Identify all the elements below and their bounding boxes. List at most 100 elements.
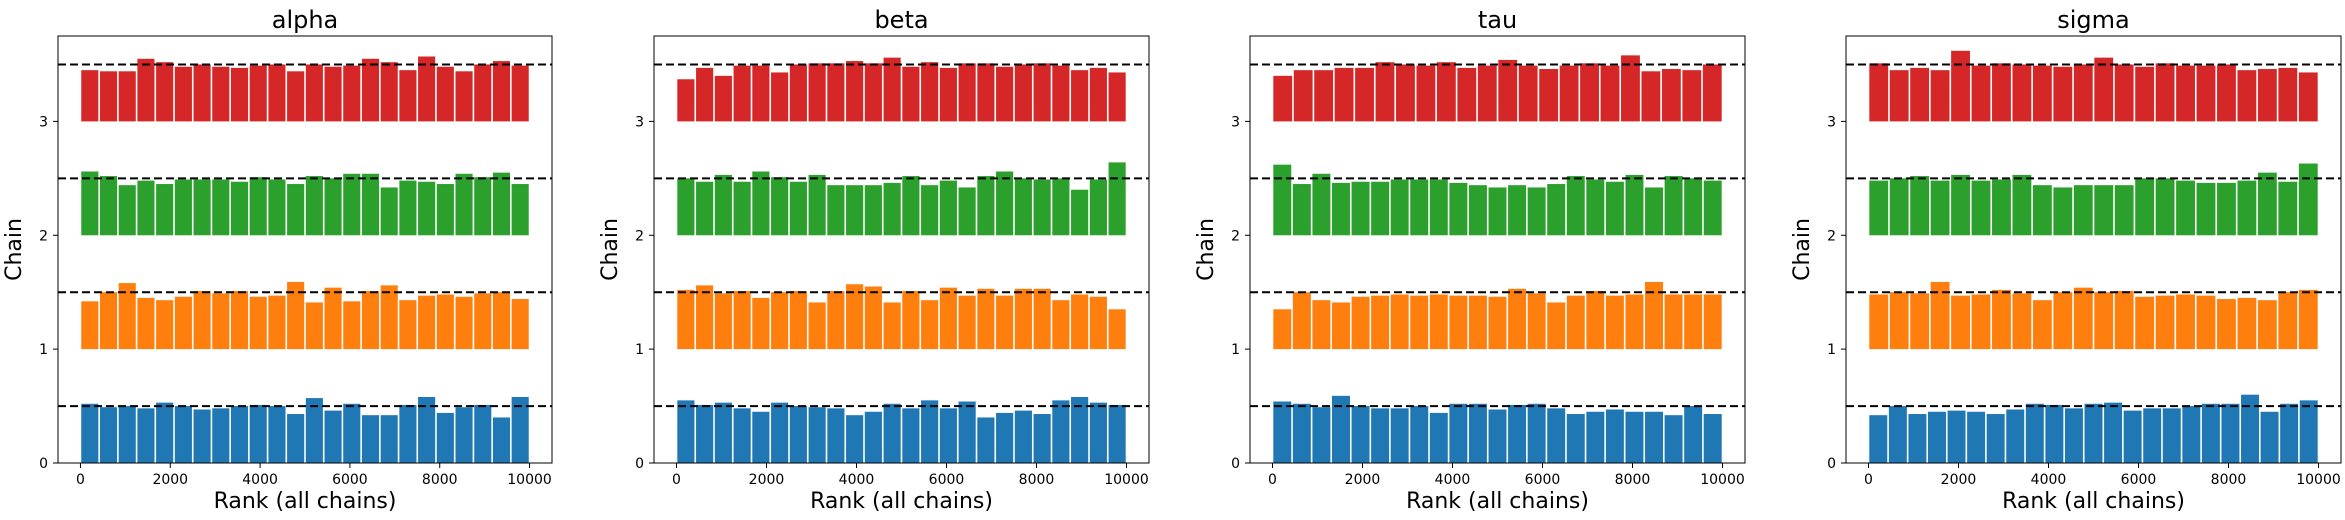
rank-bar-alpha-chain1-bin3 — [137, 297, 155, 350]
rank-bar-sigma-chain2-bin7 — [2012, 174, 2032, 236]
rank-bar-beta-chain0-bin2 — [714, 402, 732, 463]
rank-bar-sigma-chain3-bin15 — [2176, 65, 2195, 122]
rank-bar-tau-chain3-bin1 — [1293, 70, 1313, 122]
rank-bar-beta-chain3-bin11 — [883, 57, 901, 122]
rank-bar-beta-chain0-bin14 — [939, 408, 957, 463]
rank-bar-tau-chain1-bin5 — [1371, 295, 1390, 350]
rank-bar-beta-chain2-bin21 — [1071, 189, 1089, 236]
rank-bar-alpha-chain2-bin15 — [361, 173, 380, 236]
rank-bar-sigma-chain1-bin4 — [1951, 295, 1970, 350]
rank-bar-tau-chain3-bin16 — [1600, 65, 1620, 122]
rank-bar-alpha-chain0-bin5 — [174, 406, 192, 463]
panel-title-sigma: sigma — [2057, 6, 2130, 34]
rank-bar-sigma-chain1-bin13 — [2135, 296, 2155, 350]
rank-bar-alpha-chain1-bin7 — [212, 293, 230, 350]
panel-tau: 0 2000 4000 6000 8000 10000 0 1 2 3 tau Rank (all c… — [1194, 6, 1746, 514]
rank-bar-beta-chain0-bin0 — [677, 400, 695, 463]
rank-bar-sigma-chain3-bin19 — [2257, 69, 2277, 122]
rank-bar-sigma-chain3-bin8 — [2032, 65, 2052, 122]
rank-bar-alpha-chain3-bin11 — [287, 71, 305, 122]
rank-bar-tau-chain3-bin13 — [1539, 69, 1559, 122]
rank-bar-sigma-chain0-bin12 — [2104, 402, 2123, 463]
rank-bar-beta-chain1-bin8 — [827, 291, 845, 350]
rank-bar-alpha-chain1-bin13 — [324, 287, 342, 350]
rank-bar-sigma-chain2-bin19 — [2257, 172, 2277, 236]
rank-bar-alpha-chain3-bin20 — [455, 71, 473, 122]
rank-bar-sigma-chain0-bin21 — [2280, 403, 2299, 463]
rank-bar-sigma-chain3-bin2 — [1910, 67, 1930, 122]
rank-bar-sigma-chain1-bin15 — [2176, 294, 2195, 350]
rank-bar-tau-chain2-bin10 — [1468, 185, 1487, 236]
rank-bar-sigma-chain0-bin1 — [1888, 406, 1907, 463]
x-tick-label-tau-4: 8000 — [1615, 472, 1651, 488]
rank-bar-beta-chain2-bin3 — [733, 181, 751, 236]
rank-bar-alpha-chain1-bin5 — [174, 296, 192, 350]
rank-bar-sigma-chain1-bin16 — [2196, 295, 2216, 350]
rank-bar-alpha-chain3-bin23 — [511, 65, 529, 122]
rank-bar-beta-chain1-bin21 — [1071, 294, 1089, 350]
rank-bar-sigma-chain2-bin0 — [1869, 180, 1889, 236]
rank-bar-beta-chain0-bin12 — [902, 408, 920, 463]
rank-bar-sigma-chain1-bin6 — [1992, 289, 2011, 350]
rank-bar-beta-chain2-bin15 — [958, 187, 976, 236]
rank-bar-beta-chain3-bin8 — [827, 63, 845, 122]
rank-bar-alpha-chain3-bin12 — [305, 64, 323, 122]
rank-bar-beta-chain1-bin20 — [1052, 300, 1070, 350]
rank-bar-beta-chain1-bin5 — [771, 292, 789, 350]
rank-bar-beta-chain1-bin12 — [902, 291, 920, 350]
rank-bar-sigma-chain3-bin18 — [2237, 70, 2257, 122]
rank-bar-sigma-chain0-bin4 — [1947, 410, 1966, 463]
x-tick-label-tau-1: 2000 — [1345, 472, 1381, 488]
rank-bar-tau-chain2-bin16 — [1586, 179, 1605, 236]
rank-bar-sigma-chain1-bin1 — [1889, 292, 1909, 350]
rank-bar-alpha-chain2-bin22 — [492, 172, 511, 236]
rank-bar-alpha-chain0-bin1 — [99, 407, 118, 463]
rank-bar-beta-chain2-bin19 — [1033, 179, 1051, 236]
rank-bar-beta-chain3-bin15 — [958, 63, 976, 122]
rank-bar-alpha-chain2-bin17 — [399, 180, 417, 236]
rank-bar-sigma-chain0-bin14 — [2143, 408, 2162, 463]
panel-alpha: 0 2000 4000 6000 8000 10000 0 1 2 3 alpha Rank (all… — [2, 6, 553, 514]
panel-title-alpha: alpha — [272, 6, 339, 34]
y-tick-label-beta-2: 2 — [635, 228, 644, 244]
y-tick-label-sigma-3: 3 — [1827, 114, 1836, 130]
rank-bar-alpha-chain2-bin5 — [174, 179, 192, 236]
rank-bar-beta-chain0-bin4 — [752, 411, 770, 463]
rank-bar-beta-chain3-bin21 — [1071, 70, 1089, 122]
rank-bar-alpha-chain3-bin16 — [380, 62, 398, 122]
x-tick-label-alpha-3: 6000 — [332, 472, 368, 488]
rank-bar-tau-chain1-bin2 — [1312, 300, 1331, 350]
rank-bar-tau-chain0-bin9 — [1449, 403, 1468, 463]
rank-bar-tau-chain2-bin3 — [1332, 182, 1350, 236]
rank-bar-beta-chain1-bin23 — [1108, 309, 1126, 350]
rank-bar-tau-chain0-bin12 — [1508, 404, 1527, 463]
rank-bar-tau-chain1-bin17 — [1605, 295, 1624, 350]
x-tick-label-alpha-0: 0 — [76, 472, 85, 488]
rank-bar-sigma-chain3-bin21 — [2298, 72, 2318, 122]
y-tick-label-tau-0: 0 — [1231, 456, 1240, 472]
rank-bar-alpha-chain3-bin10 — [268, 64, 286, 122]
rank-bar-tau-chain2-bin1 — [1292, 184, 1311, 236]
rank-bar-sigma-chain2-bin14 — [2155, 178, 2175, 236]
rank-bar-alpha-chain2-bin1 — [99, 176, 118, 236]
rank-bar-tau-chain0-bin7 — [1410, 406, 1429, 463]
x-tick-label-beta-5: 10000 — [1104, 472, 1149, 488]
rank-bar-tau-chain0-bin5 — [1371, 408, 1390, 463]
rank-bar-sigma-chain3-bin16 — [2196, 65, 2216, 122]
rank-bar-beta-chain2-bin11 — [883, 182, 901, 236]
rank-bar-beta-chain0-bin9 — [846, 415, 864, 463]
rank-bar-sigma-chain1-bin0 — [1869, 294, 1889, 350]
rank-bar-beta-chain0-bin22 — [1089, 402, 1107, 463]
rank-bar-alpha-chain2-bin16 — [380, 187, 398, 236]
rank-bar-tau-chain1-bin16 — [1586, 291, 1605, 350]
y-tick-label-beta-0: 0 — [635, 456, 644, 472]
rank-bar-sigma-chain2-bin8 — [2032, 185, 2052, 236]
rank-bar-alpha-chain0-bin14 — [343, 403, 361, 463]
rank-bar-tau-chain3-bin5 — [1375, 62, 1395, 122]
rank-bar-tau-chain1-bin6 — [1390, 294, 1409, 350]
rank-bar-tau-chain1-bin10 — [1468, 295, 1487, 350]
rank-bar-tau-chain2-bin20 — [1664, 176, 1683, 236]
x-tick-label-alpha-2: 4000 — [242, 472, 278, 488]
rank-bar-alpha-chain0-bin9 — [249, 404, 267, 463]
rank-bar-sigma-chain1-bin10 — [2073, 287, 2093, 350]
